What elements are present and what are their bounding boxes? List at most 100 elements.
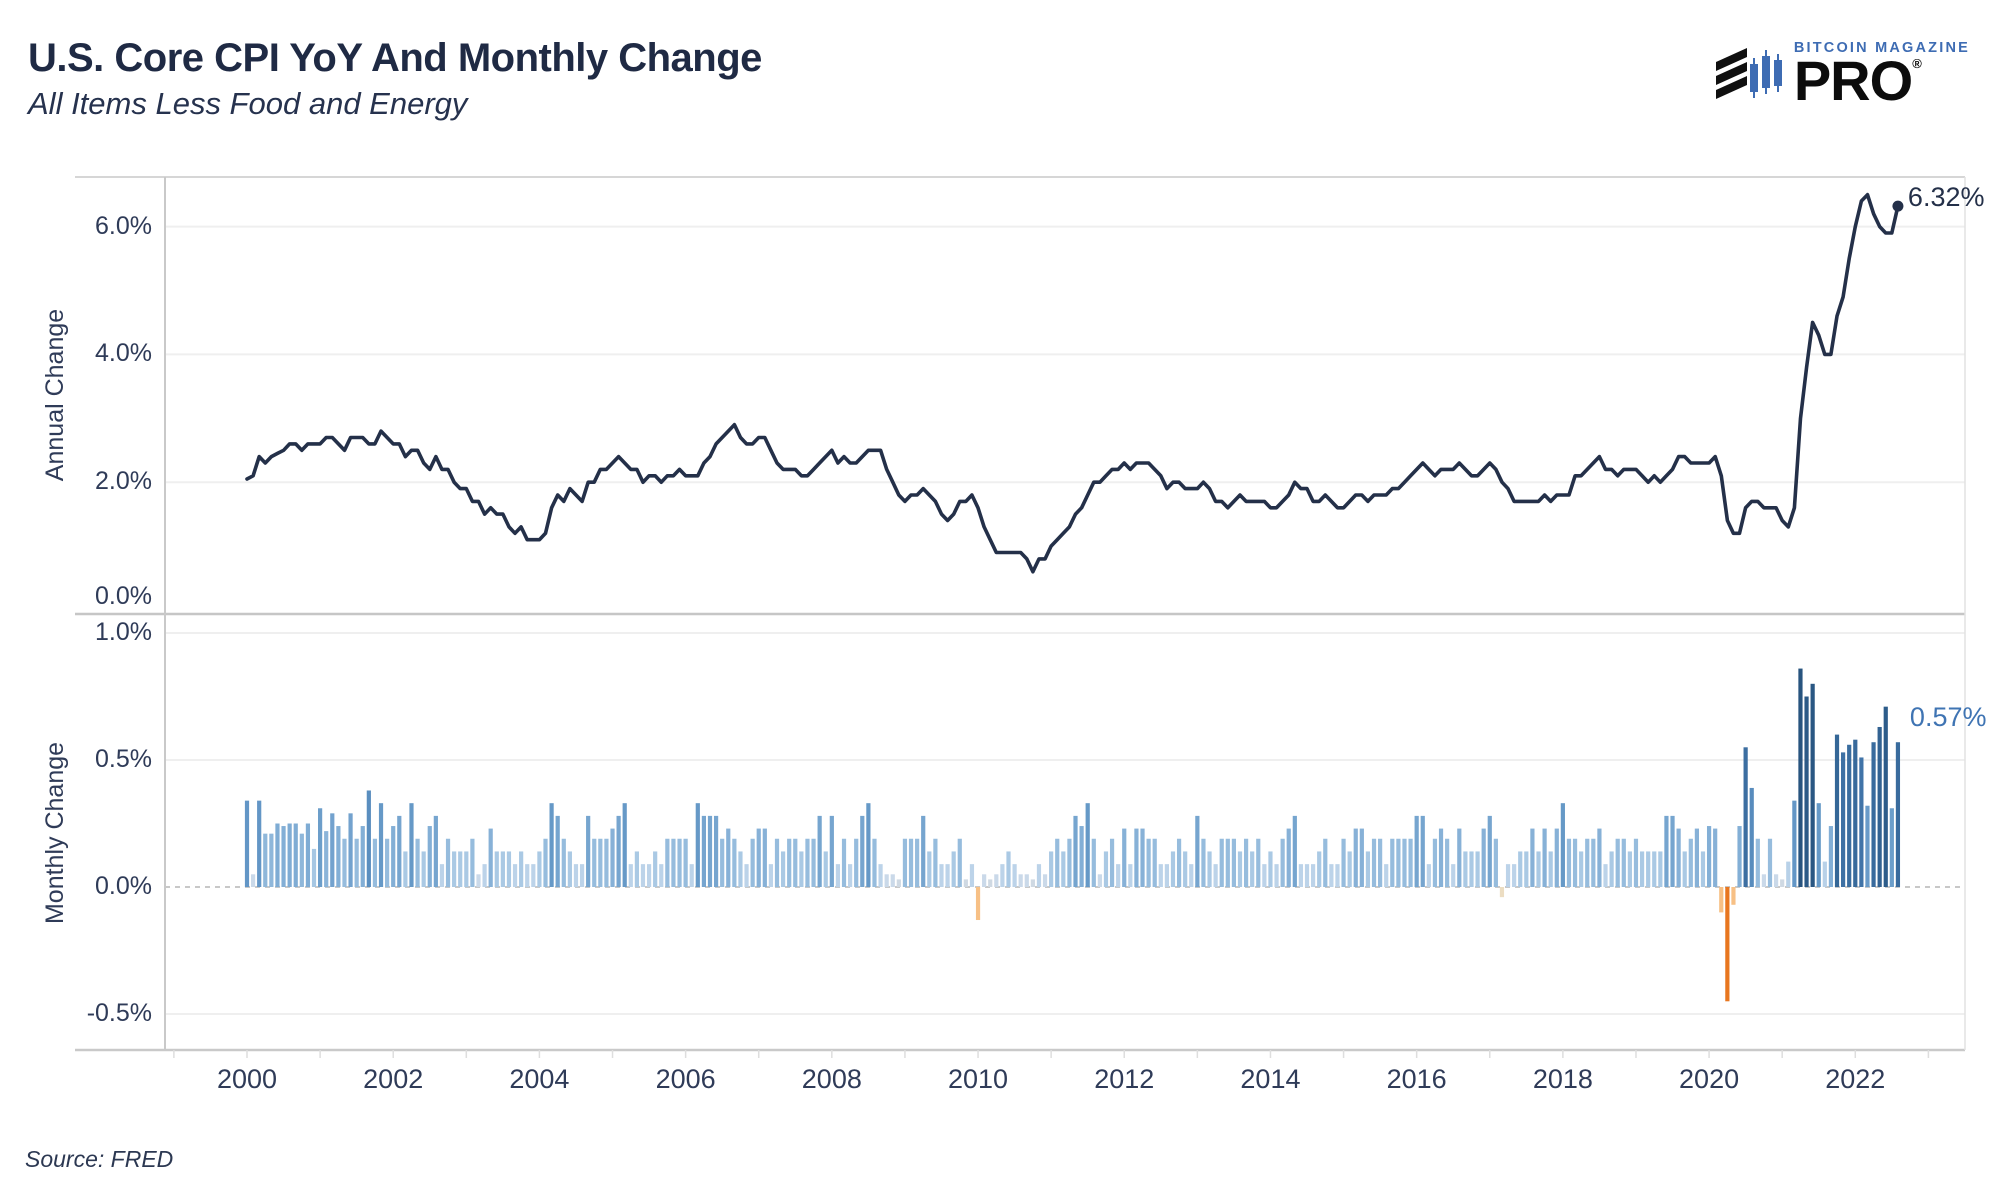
monthly-change-bar: [1798, 668, 1803, 887]
monthly-change-bar: [1499, 887, 1505, 898]
monthly-change-bar: [1524, 851, 1529, 887]
monthly-change-bar: [1457, 828, 1462, 887]
monthly-change-bar: [494, 851, 499, 887]
monthly-change-bar: [287, 823, 292, 887]
monthly-change-bar: [1828, 826, 1834, 887]
monthly-change-bar: [1731, 887, 1736, 905]
monthly-change-bar: [750, 838, 755, 887]
line-end-dot: [1892, 200, 1904, 212]
monthly-change-bar: [1213, 864, 1218, 887]
monthly-change-bar: [1591, 838, 1596, 887]
monthly-change-bar: [1694, 828, 1699, 887]
monthly-change-bar: [397, 815, 402, 887]
logo-product-text: PRO: [1793, 49, 1913, 112]
monthly-change-bar: [1445, 838, 1450, 887]
monthly-change-bar: [1572, 838, 1578, 887]
monthly-change-bar: [1024, 874, 1029, 887]
monthly-change-bar: [567, 851, 572, 887]
monthly-change-bar: [1786, 861, 1791, 887]
monthly-change-bar: [726, 828, 731, 887]
logo-icon: [1715, 47, 1782, 99]
monthly-change-bar: [1883, 706, 1888, 887]
monthly-change-bar: [543, 838, 548, 887]
monthly-change-bar: [1853, 739, 1858, 887]
monthly-change-bar: [1469, 851, 1474, 887]
monthly-change-bar: [1097, 874, 1102, 887]
monthly-change-bar: [586, 815, 591, 887]
monthly-change-bar: [823, 851, 828, 887]
monthly-change-bar: [908, 838, 914, 887]
monthly-change-bar: [1176, 838, 1182, 887]
monthly-change-bar: [1304, 864, 1310, 887]
monthly-change-bar: [257, 800, 262, 887]
monthly-change-bar: [1225, 838, 1230, 887]
monthly-change-bar: [1646, 851, 1651, 887]
monthly-change-bar: [1079, 826, 1084, 887]
monthly-change-bar: [305, 823, 311, 887]
monthly-change-bar: [640, 864, 646, 887]
monthly-change-bar: [1493, 838, 1498, 887]
monthly-change-bar: [1122, 828, 1127, 887]
registered-mark: ®: [1912, 56, 1922, 71]
monthly-change-bar: [561, 838, 566, 887]
monthly-change-bar: [336, 826, 341, 887]
monthly-change-bar: [1859, 757, 1864, 887]
monthly-change-bar: [1280, 838, 1285, 887]
monthly-change-bar: [1262, 864, 1267, 887]
monthly-change-bar: [1487, 815, 1492, 887]
monthly-change-bar: [762, 828, 767, 887]
monthly-change-bar: [1585, 838, 1590, 887]
monthly-change-bar: [884, 874, 889, 887]
monthly-change-bar: [1512, 864, 1517, 887]
monthly-change-bar: [653, 851, 658, 887]
monthly-change-bar: [1116, 864, 1121, 887]
monthly-change-bar: [445, 838, 451, 887]
monthly-change-bar: [1865, 805, 1870, 887]
monthly-change-bar: [1390, 838, 1395, 887]
monthly-change-bar: [951, 851, 956, 887]
monthly-change-bar: [1652, 851, 1657, 887]
monthly-change-bar: [768, 864, 774, 887]
monthly-change-bar: [1895, 742, 1901, 887]
monthly-change-bar: [1042, 874, 1048, 887]
logo-brand: BITCOIN MAGAZINE: [1793, 40, 1970, 56]
monthly-change-bar: [342, 838, 347, 887]
monthly-change-bar: [1170, 851, 1176, 887]
monthly-change-bar: [263, 833, 268, 887]
monthly-change-bar: [1250, 851, 1255, 887]
monthly-change-bar: [330, 813, 335, 887]
monthly-change-bar: [470, 838, 475, 887]
monthly-change-bar: [1311, 864, 1316, 887]
monthly-change-bar: [1682, 851, 1687, 887]
monthly-change-bar: [1475, 851, 1480, 887]
monthly-change-bar: [1621, 838, 1626, 887]
monthly-change-bar: [1548, 851, 1553, 887]
monthly-change-bar: [1207, 851, 1212, 887]
monthly-change-bar: [354, 838, 359, 887]
logo: BITCOIN MAGAZINE PRO ®: [1714, 40, 1970, 112]
monthly-change-bar: [1615, 838, 1620, 887]
monthly-change-bar: [1658, 851, 1663, 887]
monthly-change-bar: [1195, 815, 1200, 887]
monthly-change-bar: [738, 851, 743, 887]
monthly-change-bar: [1597, 828, 1602, 887]
monthly-change-bar: [1292, 815, 1297, 887]
monthly-change-bar: [1737, 826, 1742, 887]
monthly-change-bar: [829, 815, 834, 887]
monthly-change-bar: [1706, 826, 1712, 887]
monthly-change-bar: [1140, 828, 1145, 887]
monthly-change-bar: [1438, 828, 1444, 887]
monthly-change-bar: [1341, 838, 1346, 887]
monthly-change-bar: [713, 815, 719, 887]
monthly-change-bar: [1542, 828, 1547, 887]
monthly-change-bar: [1773, 874, 1779, 887]
monthly-change-bar: [969, 864, 975, 887]
monthly-change-bar: [1847, 744, 1852, 887]
monthly-change-bar: [1000, 864, 1005, 887]
monthly-change-bar: [1609, 851, 1614, 887]
monthly-change-bar: [512, 864, 518, 887]
monthly-change-bar: [1633, 838, 1639, 887]
monthly-change-bar: [482, 864, 487, 887]
monthly-change-bar: [665, 838, 670, 887]
monthly-change-bar: [311, 848, 317, 887]
